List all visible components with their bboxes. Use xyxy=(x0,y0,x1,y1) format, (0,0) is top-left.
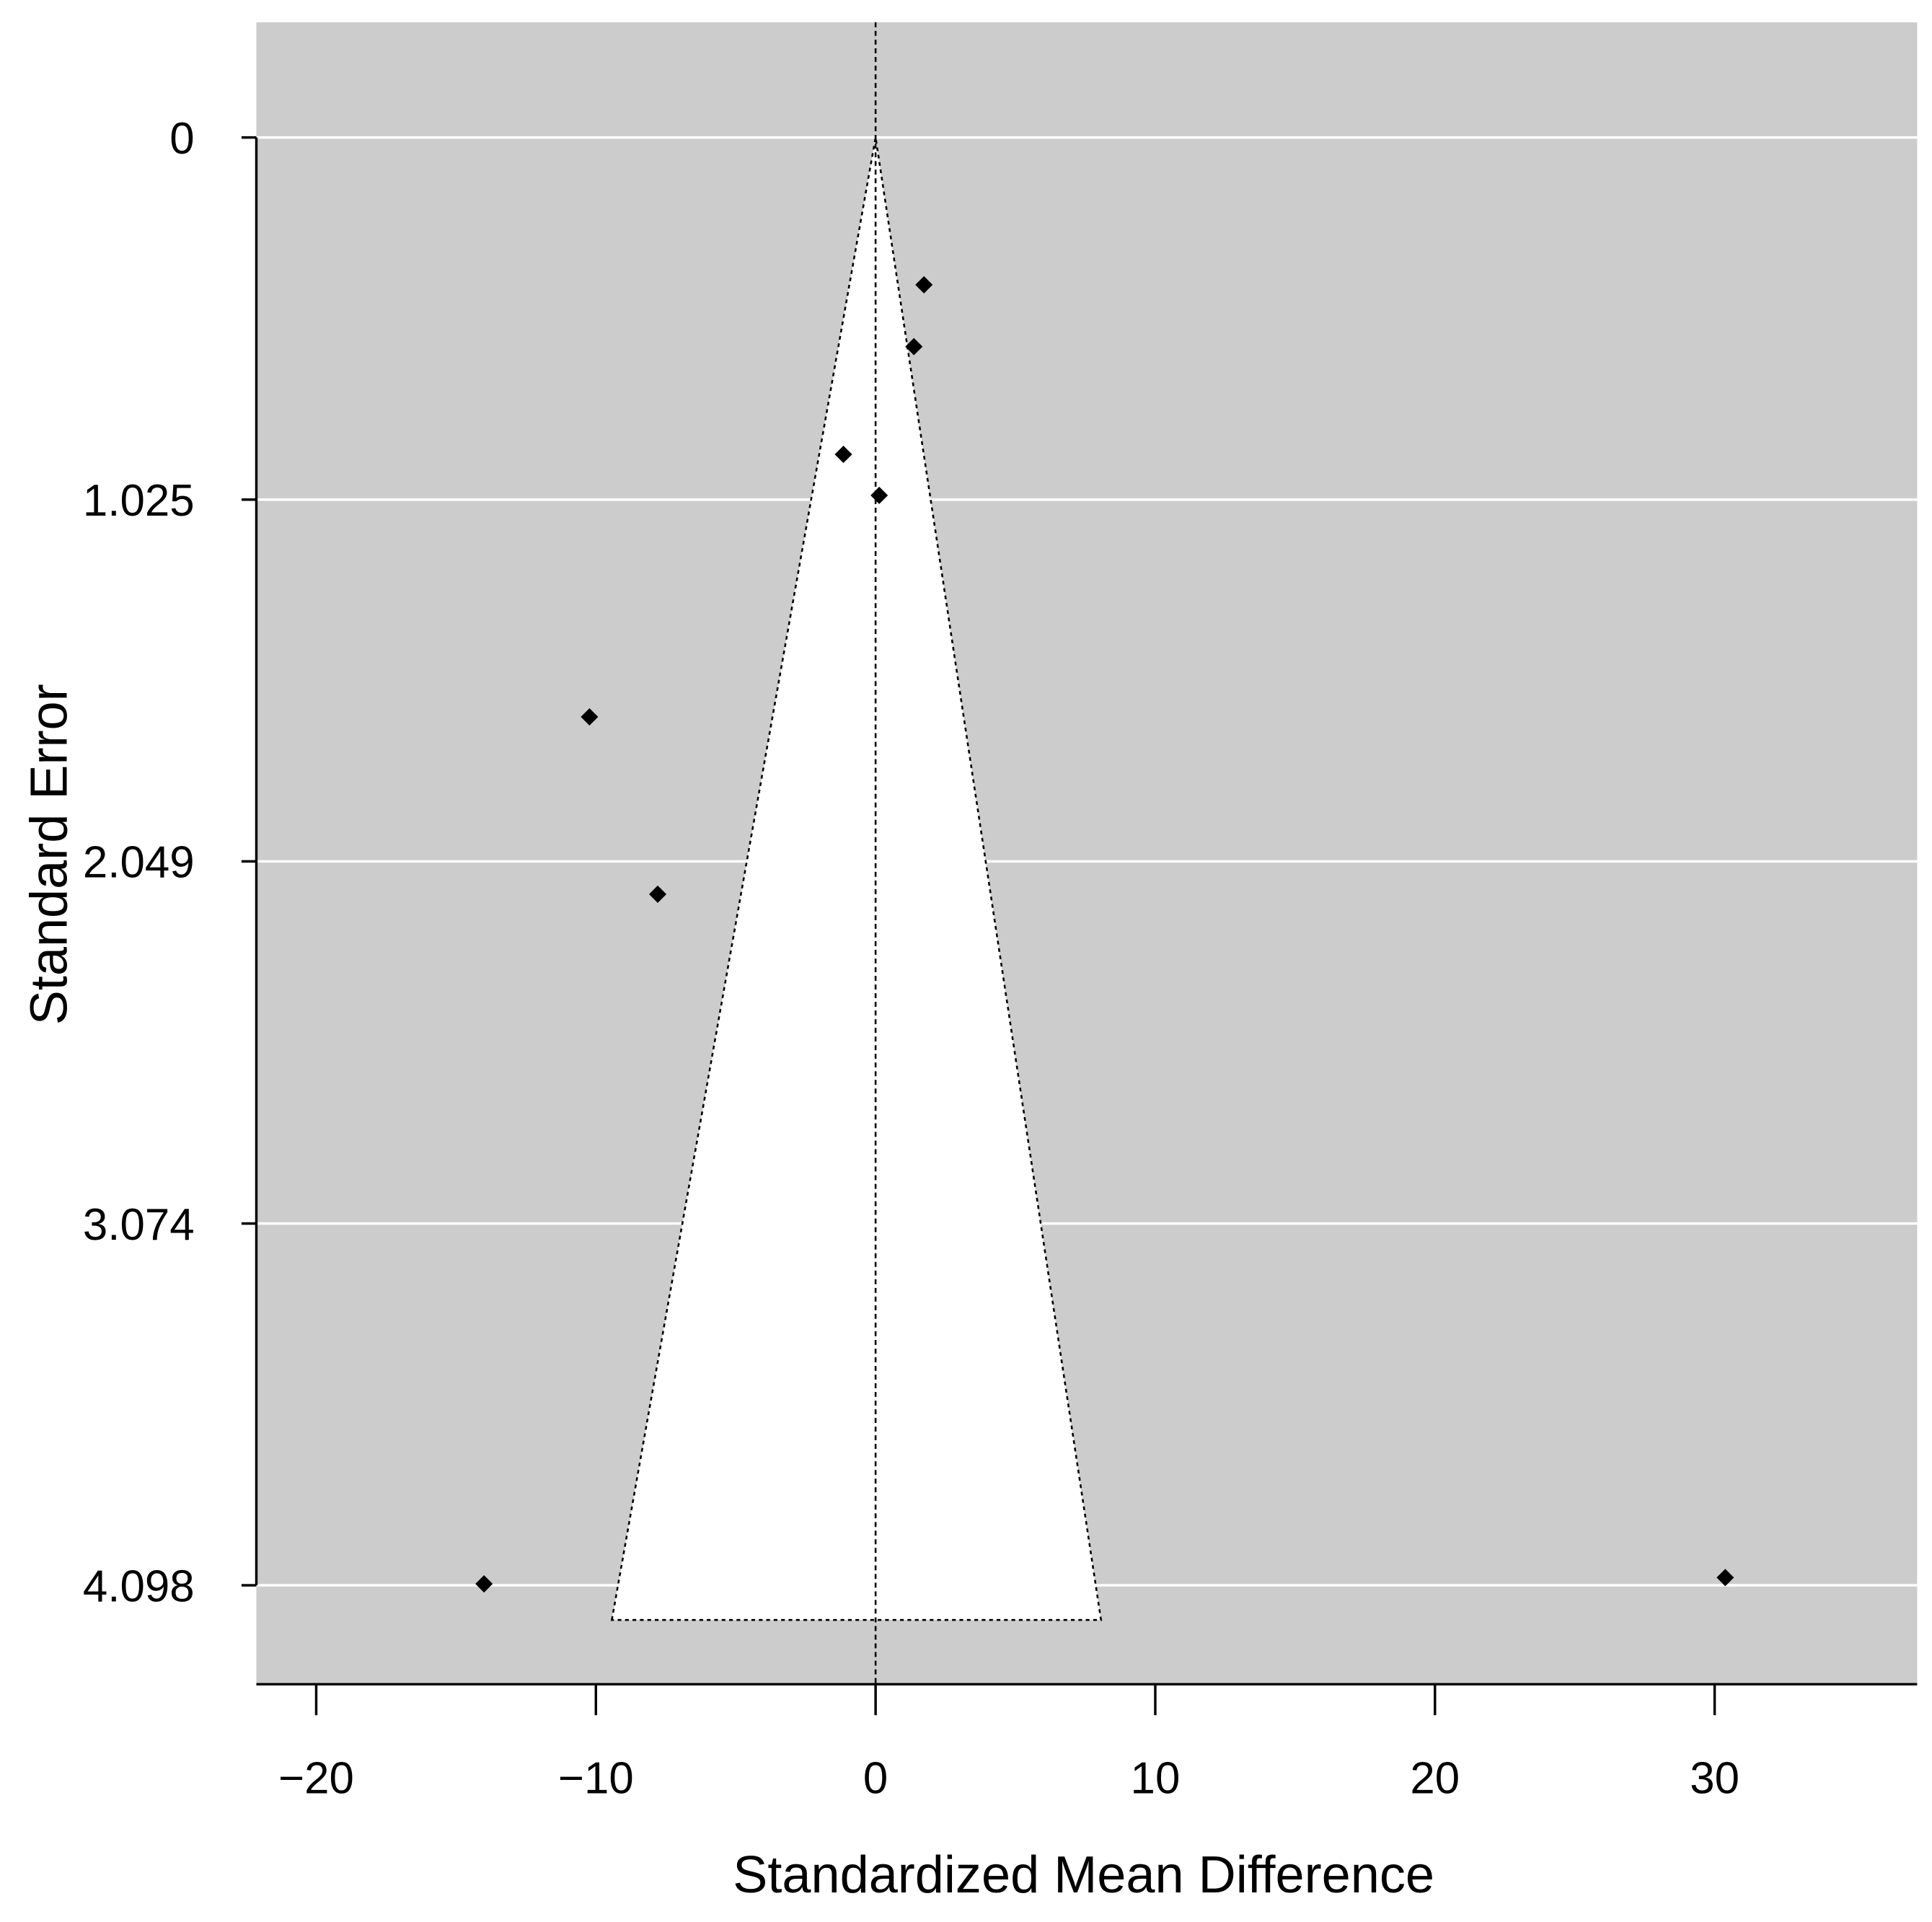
y-axis-title: Standard Error xyxy=(21,684,79,1025)
x-tick-label: 30 xyxy=(1690,1753,1739,1803)
y-tick-label: 3.074 xyxy=(83,1200,195,1250)
plot-background xyxy=(256,22,1918,1685)
y-tick-label: 1.025 xyxy=(83,476,195,526)
y-tick-label: 0 xyxy=(169,114,194,164)
funnel xyxy=(610,137,1103,1621)
point xyxy=(648,885,667,903)
x-axis-title: Standardized Mean Difference xyxy=(733,1846,1434,1904)
x-tick-label: 0 xyxy=(863,1753,888,1803)
y-tick-label: 4.098 xyxy=(83,1561,195,1611)
x-tick-label: 20 xyxy=(1410,1753,1460,1803)
point xyxy=(834,446,852,464)
point xyxy=(915,275,933,294)
y-tick-label: 2.049 xyxy=(83,838,195,888)
point xyxy=(475,1575,493,1593)
x-tick-label: 10 xyxy=(1131,1753,1181,1803)
x-tick-label: −20 xyxy=(278,1753,354,1803)
x-tick-label: −10 xyxy=(558,1753,634,1803)
